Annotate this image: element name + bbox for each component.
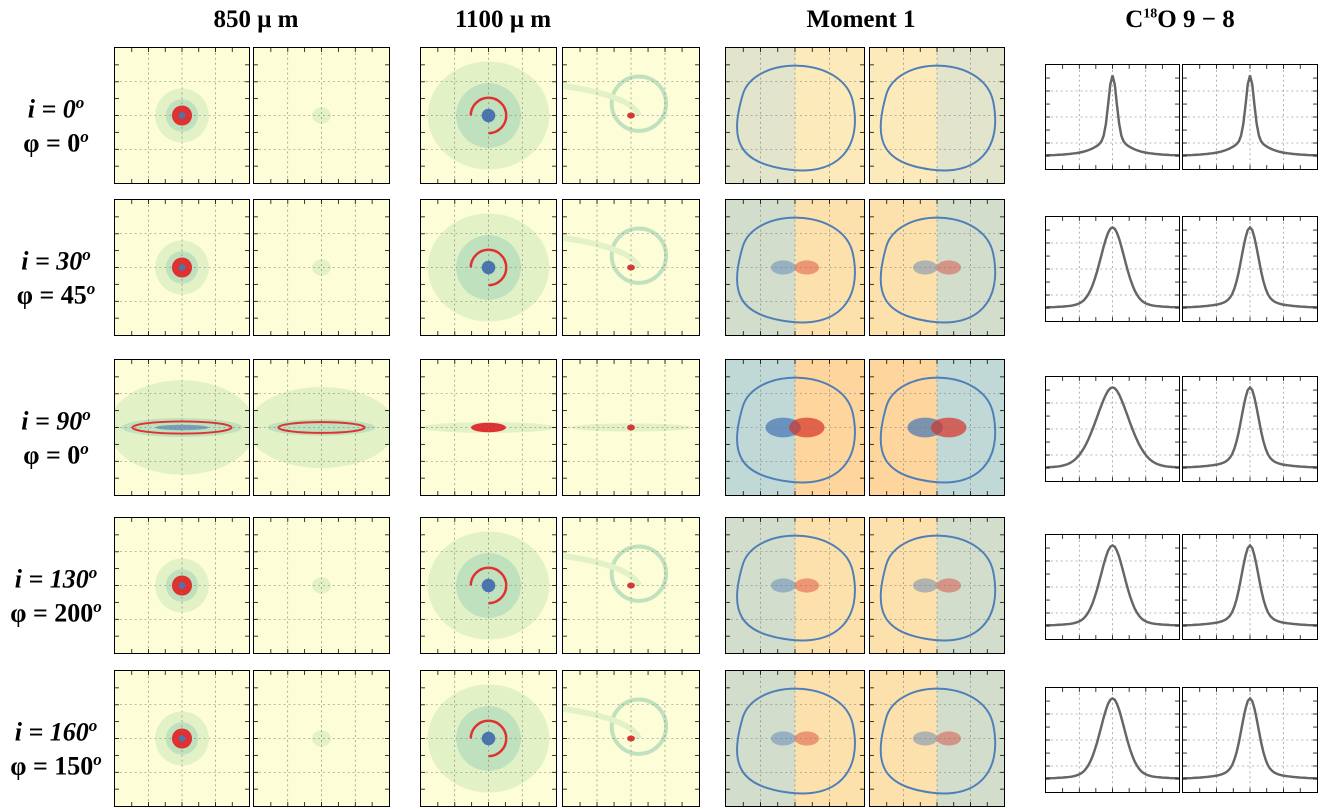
map-panel-d1100b xyxy=(562,517,700,654)
map-image xyxy=(870,671,1004,806)
spectrum-panel-spa xyxy=(1045,376,1180,482)
spectrum-plot xyxy=(1046,377,1179,481)
map-panel-d1100a xyxy=(420,47,557,184)
map-image xyxy=(254,200,389,335)
spectrum-plot xyxy=(1183,688,1317,792)
map-image xyxy=(563,518,699,653)
row-label: i = 90o φ = 0o xyxy=(0,401,112,468)
spectrum-panel-spb xyxy=(1182,376,1318,482)
row-label: i = 30o φ = 45o xyxy=(0,241,112,308)
map-image xyxy=(726,518,864,653)
map-panel-m1b xyxy=(869,670,1005,807)
row-label: i = 130o φ = 200o xyxy=(0,559,112,626)
map-image xyxy=(563,48,699,183)
spectrum-plot xyxy=(1183,377,1317,481)
map-panel-m1b xyxy=(869,47,1005,184)
column-title-1100: 1100 μ m xyxy=(454,6,552,33)
map-image xyxy=(870,360,1004,495)
map-image xyxy=(421,200,556,335)
map-panel-d850a xyxy=(114,670,250,807)
spectrum-plot xyxy=(1183,65,1317,169)
map-panel-m1b xyxy=(869,359,1005,496)
map-panel-m1a xyxy=(725,517,865,654)
map-panel-d850a xyxy=(114,517,250,654)
map-panel-d1100b xyxy=(562,670,700,807)
map-image xyxy=(563,200,699,335)
spectrum-panel-spb xyxy=(1182,687,1318,793)
map-image xyxy=(115,48,249,183)
column-title-moment: Moment 1 xyxy=(806,6,916,33)
map-image xyxy=(254,360,389,495)
spectrum-panel-spa xyxy=(1045,216,1180,322)
map-image xyxy=(254,671,389,806)
map-image xyxy=(254,518,389,653)
map-image xyxy=(726,360,864,495)
spectrum-panel-spa xyxy=(1045,687,1180,793)
map-panel-d850a xyxy=(114,199,250,336)
column-title-spectrum: C18O 9 − 8 xyxy=(1125,6,1235,33)
map-panel-d1100a xyxy=(420,670,557,807)
inclination-label: i = 90o xyxy=(21,405,91,436)
azimuth-label: φ = 200o xyxy=(10,596,102,628)
spectrum-panel-spb xyxy=(1182,534,1318,640)
map-image xyxy=(115,518,249,653)
spectrum-plot xyxy=(1046,535,1179,639)
map-image xyxy=(421,48,556,183)
spectrum-plot xyxy=(1183,217,1317,321)
map-panel-d850a xyxy=(114,47,250,184)
map-image xyxy=(726,48,864,183)
map-panel-d1100a xyxy=(420,517,557,654)
map-image xyxy=(421,671,556,806)
inclination-label: i = 130o xyxy=(14,563,98,594)
azimuth-label: φ = 0o xyxy=(23,126,89,158)
spectrum-panel-spb xyxy=(1182,64,1318,170)
map-image xyxy=(254,48,389,183)
map-panel-d1100b xyxy=(562,47,700,184)
map-image xyxy=(421,518,556,653)
map-panel-m1b xyxy=(869,199,1005,336)
map-image xyxy=(870,48,1004,183)
map-image xyxy=(563,360,699,495)
azimuth-label: φ = 150o xyxy=(10,749,102,781)
spectrum-panel-spb xyxy=(1182,216,1318,322)
row-label: i = 0o φ = 0o xyxy=(0,89,112,156)
azimuth-label: φ = 0o xyxy=(23,438,89,470)
spectrum-plot xyxy=(1046,217,1179,321)
azimuth-label: φ = 45o xyxy=(16,278,96,310)
map-panel-d850b xyxy=(253,47,390,184)
map-image xyxy=(563,671,699,806)
map-image xyxy=(870,200,1004,335)
map-panel-d850b xyxy=(253,517,390,654)
map-panel-d850b xyxy=(253,359,390,496)
map-image xyxy=(726,671,864,806)
map-image xyxy=(421,360,556,495)
map-image xyxy=(115,360,249,495)
map-panel-m1a xyxy=(725,199,865,336)
map-panel-m1b xyxy=(869,517,1005,654)
spectrum-plot xyxy=(1183,535,1317,639)
inclination-label: i = 160o xyxy=(14,716,98,747)
map-panel-d1100b xyxy=(562,359,700,496)
map-image xyxy=(870,518,1004,653)
spectrum-plot xyxy=(1046,688,1179,792)
map-panel-d850b xyxy=(253,670,390,807)
row-label: i = 160o φ = 150o xyxy=(0,712,112,779)
map-image xyxy=(726,200,864,335)
map-image xyxy=(115,200,249,335)
map-panel-m1a xyxy=(725,47,865,184)
spectrum-panel-spa xyxy=(1045,64,1180,170)
spectrum-panel-spa xyxy=(1045,534,1180,640)
map-image xyxy=(115,671,249,806)
map-panel-d1100a xyxy=(420,199,557,336)
spectrum-plot xyxy=(1046,65,1179,169)
map-panel-m1a xyxy=(725,670,865,807)
column-title-850: 850 μ m xyxy=(213,6,299,33)
inclination-label: i = 0o xyxy=(27,93,85,124)
map-panel-d850b xyxy=(253,199,390,336)
map-panel-d850a xyxy=(114,359,250,496)
inclination-label: i = 30o xyxy=(21,245,91,276)
map-panel-d1100a xyxy=(420,359,557,496)
map-panel-m1a xyxy=(725,359,865,496)
map-panel-d1100b xyxy=(562,199,700,336)
